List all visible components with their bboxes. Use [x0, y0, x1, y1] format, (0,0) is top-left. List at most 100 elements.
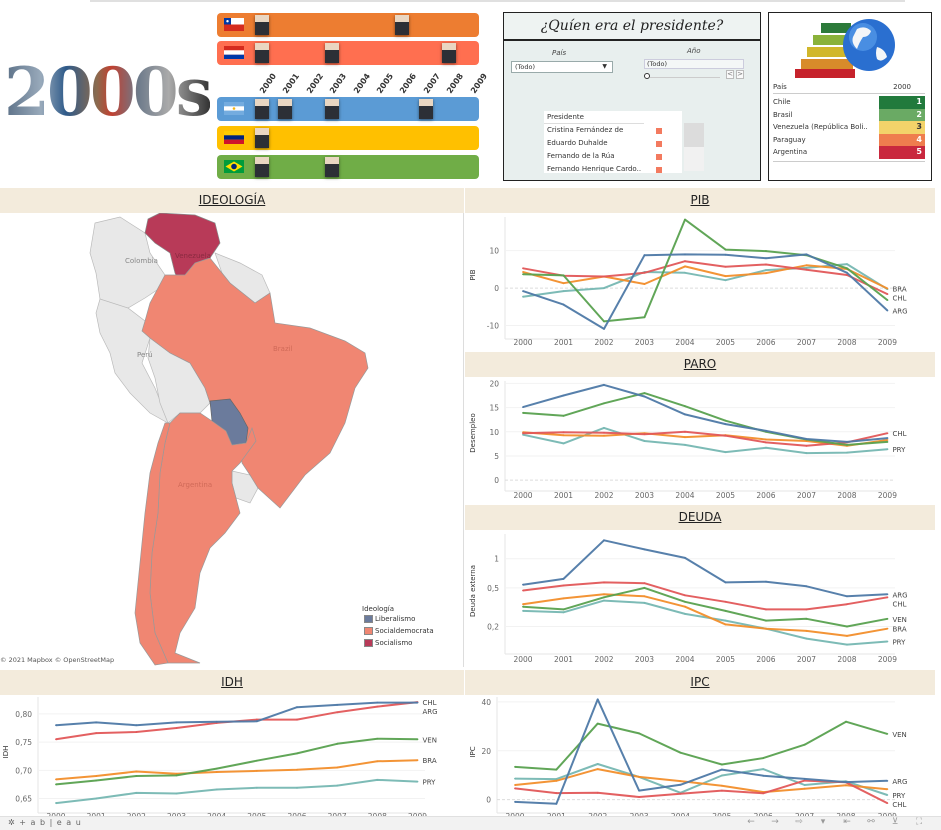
data-point-ven[interactable]: [724, 419, 727, 422]
data-point-pry[interactable]: [724, 451, 727, 454]
data-point-bra[interactable]: [638, 776, 641, 778]
data-point-ven[interactable]: [336, 742, 339, 745]
president-photo[interactable]: [278, 99, 293, 119]
timeline-row-paraguay[interactable]: [217, 41, 479, 65]
data-point-bra[interactable]: [562, 597, 565, 600]
series-line-ven[interactable]: [522, 218, 889, 323]
data-point-pry[interactable]: [684, 271, 686, 274]
data-point-arg[interactable]: [522, 290, 524, 292]
data-point-pry[interactable]: [562, 290, 565, 292]
data-point-chl[interactable]: [596, 791, 599, 794]
series-line-chl[interactable]: [522, 260, 888, 296]
data-point-pry[interactable]: [514, 777, 516, 780]
share-icon[interactable]: ⚯: [867, 817, 875, 827]
president-list-scrollbar[interactable]: [684, 123, 704, 171]
data-point-ven[interactable]: [684, 218, 686, 221]
prev-year-button[interactable]: <: [726, 70, 734, 79]
data-point-bra[interactable]: [724, 623, 727, 626]
series-line-arg[interactable]: [522, 383, 888, 443]
data-point-arg[interactable]: [562, 394, 565, 397]
data-point-pry[interactable]: [684, 612, 686, 615]
fullscreen-icon[interactable]: ⛶: [915, 817, 923, 827]
data-point-chl[interactable]: [684, 594, 686, 597]
data-point-ven[interactable]: [296, 752, 298, 755]
series-line-ven[interactable]: [514, 720, 888, 771]
data-point-arg[interactable]: [765, 257, 767, 260]
data-point-arg[interactable]: [684, 253, 686, 256]
data-point-bra[interactable]: [643, 595, 646, 598]
series-line-arg[interactable]: [522, 539, 888, 598]
data-point-ven[interactable]: [886, 617, 889, 620]
data-point-ven[interactable]: [846, 625, 848, 628]
data-point-pry[interactable]: [643, 602, 646, 604]
data-point-arg[interactable]: [603, 383, 605, 386]
data-point-ven[interactable]: [522, 412, 524, 414]
data-point-ven[interactable]: [514, 766, 516, 768]
data-point-arg[interactable]: [643, 254, 646, 257]
data-point-bra[interactable]: [684, 265, 686, 268]
data-point-pry[interactable]: [522, 295, 524, 298]
data-point-ven[interactable]: [376, 737, 379, 740]
data-point-arg[interactable]: [762, 774, 765, 777]
ranking-row[interactable]: Argentina 5: [773, 146, 925, 159]
data-point-arg[interactable]: [765, 429, 767, 432]
data-point-chl[interactable]: [765, 608, 767, 611]
data-point-arg[interactable]: [845, 781, 847, 783]
ideology-map[interactable]: Venezuela Colombia Perú Brazil Argentina…: [0, 213, 464, 667]
data-point-chl[interactable]: [55, 738, 57, 741]
data-point-ven[interactable]: [562, 274, 565, 277]
data-point-chl[interactable]: [720, 789, 723, 792]
timeline-row-brasil[interactable]: [217, 155, 479, 179]
data-point-ven[interactable]: [805, 617, 808, 620]
series-line-ven[interactable]: [522, 586, 888, 628]
series-line-bra[interactable]: [522, 264, 888, 290]
data-point-chl[interactable]: [562, 584, 565, 587]
data-point-ven[interactable]: [255, 759, 258, 762]
data-point-arg[interactable]: [643, 395, 646, 398]
series-line-arg[interactable]: [514, 698, 888, 805]
data-point-arg[interactable]: [135, 724, 138, 727]
data-point-bra[interactable]: [336, 766, 339, 769]
data-point-arg[interactable]: [562, 303, 565, 306]
timeline-row-chile[interactable]: [217, 13, 479, 37]
data-point-pry[interactable]: [376, 779, 379, 781]
data-point-bra[interactable]: [135, 770, 138, 773]
data-point-pry[interactable]: [886, 640, 889, 643]
year-filter-input[interactable]: (Todo): [644, 59, 744, 69]
data-point-arg[interactable]: [215, 720, 218, 723]
data-point-chl[interactable]: [514, 787, 516, 790]
data-point-bra[interactable]: [522, 271, 524, 273]
legend-item[interactable]: Liberalismo: [362, 613, 434, 625]
data-point-arg[interactable]: [886, 437, 889, 439]
data-point-ven[interactable]: [562, 414, 565, 417]
data-point-arg[interactable]: [886, 779, 889, 782]
data-point-arg[interactable]: [846, 271, 848, 274]
data-point-pry[interactable]: [562, 442, 565, 445]
data-point-arg[interactable]: [679, 783, 682, 786]
legend-item[interactable]: Socialdemocrata: [362, 625, 434, 637]
data-point-chl[interactable]: [805, 268, 808, 271]
data-point-ven[interactable]: [679, 751, 682, 754]
data-point-ven[interactable]: [846, 267, 848, 270]
data-point-bra[interactable]: [175, 772, 178, 775]
data-point-pry[interactable]: [215, 788, 218, 791]
data-point-bra[interactable]: [720, 784, 723, 787]
data-point-pry[interactable]: [603, 427, 605, 429]
data-point-ven[interactable]: [886, 299, 889, 301]
ranking-row[interactable]: Paraguay 4: [773, 133, 925, 147]
ranking-row[interactable]: Venezuela (República Boli.. 3: [773, 121, 925, 134]
data-point-pry[interactable]: [765, 269, 767, 272]
data-point-chl[interactable]: [886, 802, 889, 804]
data-point-arg[interactable]: [555, 802, 558, 805]
data-point-ven[interactable]: [803, 743, 806, 746]
data-point-arg[interactable]: [336, 703, 339, 706]
legend-item[interactable]: Socialismo: [362, 637, 434, 649]
data-point-bra[interactable]: [765, 627, 767, 630]
data-point-bra[interactable]: [255, 769, 258, 772]
series-line-arg[interactable]: [55, 701, 418, 727]
data-point-pry[interactable]: [762, 768, 765, 771]
series-line-pry[interactable]: [55, 778, 418, 805]
series-line-pry[interactable]: [522, 599, 888, 646]
data-point-ven[interactable]: [562, 608, 565, 611]
data-point-chl[interactable]: [603, 431, 605, 434]
